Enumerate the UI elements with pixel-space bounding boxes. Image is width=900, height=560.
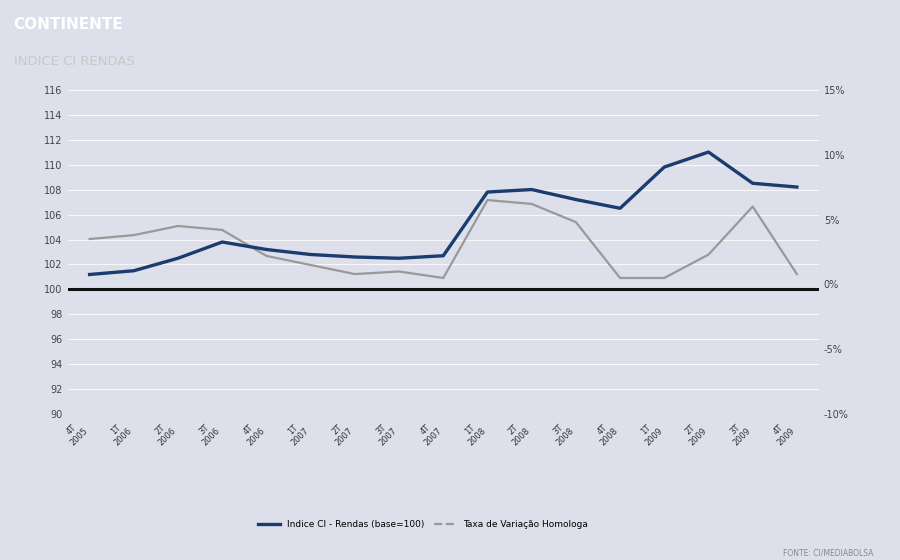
Text: CONTINENTE: CONTINENTE [14,17,123,32]
Legend: Indice CI - Rendas (base=100), Taxa de Variação Homologa: Indice CI - Rendas (base=100), Taxa de V… [254,517,592,533]
Text: FONTE: CI/MEDIABOLSA: FONTE: CI/MEDIABOLSA [783,548,873,557]
Text: ÍNDICE CI RENDAS: ÍNDICE CI RENDAS [14,55,134,68]
